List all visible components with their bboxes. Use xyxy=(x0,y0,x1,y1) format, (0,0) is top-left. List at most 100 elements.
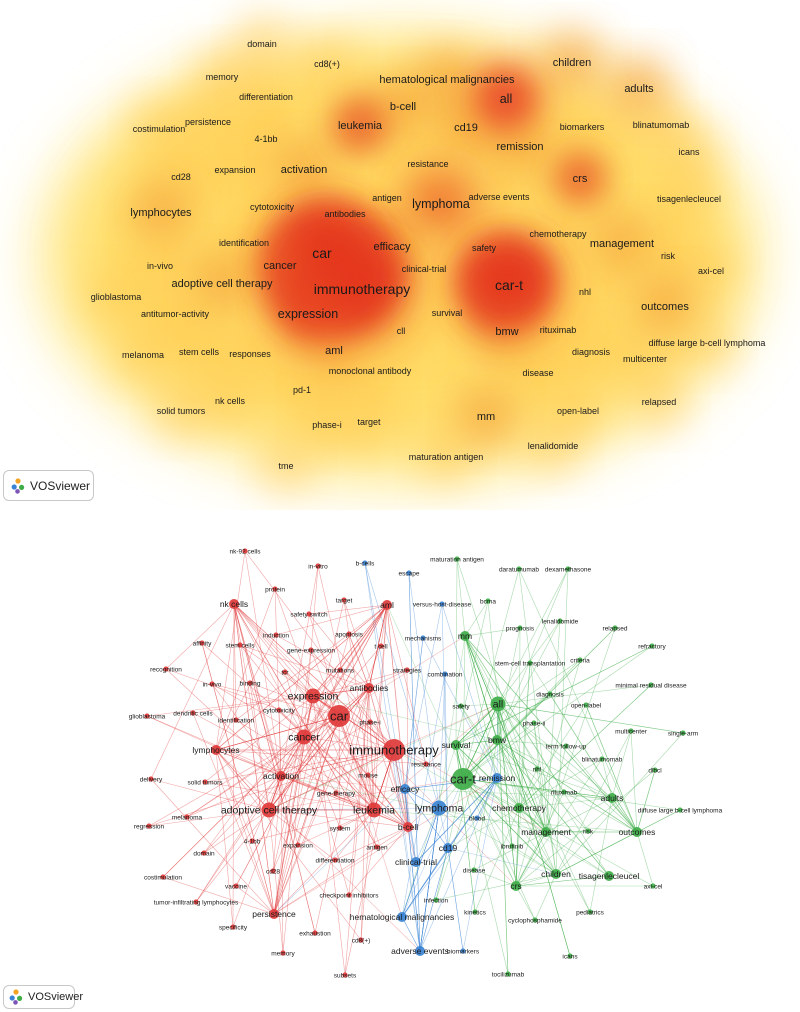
node-antibodies[interactable] xyxy=(364,683,374,693)
term-costimulation[interactable]: costimulation xyxy=(133,124,186,134)
node-gene-therapy[interactable] xyxy=(333,790,339,796)
term-all[interactable]: all xyxy=(500,92,513,106)
node-affinity[interactable] xyxy=(199,640,205,646)
node-icans[interactable] xyxy=(567,953,573,959)
node-delivery[interactable] xyxy=(148,776,154,782)
term-responses[interactable]: responses xyxy=(229,349,271,359)
node-lymphocytes[interactable] xyxy=(211,745,221,755)
node-biomarkers[interactable] xyxy=(460,948,466,954)
term-open-label[interactable]: open-label xyxy=(557,406,599,416)
term-survival[interactable]: survival xyxy=(432,308,463,318)
term-aml[interactable]: aml xyxy=(325,345,343,357)
term-adoptive-cell-therapy[interactable]: adoptive cell therapy xyxy=(172,278,273,290)
node-term-follow-up[interactable] xyxy=(563,743,569,749)
term-glioblastoma[interactable]: glioblastoma xyxy=(91,292,142,302)
term-expansion[interactable]: expansion xyxy=(214,165,255,175)
node-antigen[interactable] xyxy=(374,844,380,850)
term-adults[interactable]: adults xyxy=(624,83,654,95)
term-lymphoma[interactable]: lymphoma xyxy=(412,197,470,211)
node-tumor-infiltrating-lymphocytes[interactable] xyxy=(193,899,199,905)
node-maturation-antigen[interactable] xyxy=(454,556,460,562)
term-blinatumomab[interactable]: blinatumomab xyxy=(633,120,690,130)
term-management[interactable]: management xyxy=(590,238,654,250)
node-subsets[interactable] xyxy=(342,972,348,978)
term-car-t[interactable]: car-t xyxy=(495,277,523,293)
node-differentiation[interactable] xyxy=(332,857,338,863)
term-antitumor-activity[interactable]: antitumor-activity xyxy=(141,309,210,319)
term-melanoma[interactable]: melanoma xyxy=(122,350,164,360)
node-bmw[interactable] xyxy=(492,735,502,745)
node-mm[interactable] xyxy=(460,631,470,641)
node-binding[interactable] xyxy=(247,680,253,686)
term-lymphocytes[interactable]: lymphocytes xyxy=(130,207,192,219)
term-immunotherapy[interactable]: immunotherapy xyxy=(314,281,411,297)
node-in-vivo[interactable] xyxy=(209,681,215,687)
node-leukemia[interactable] xyxy=(366,802,382,818)
term-memory[interactable]: memory xyxy=(206,72,239,82)
node-relapsed[interactable] xyxy=(612,625,618,631)
node-diffuse-large-b-cell-lymphoma[interactable] xyxy=(677,807,683,813)
term-efficacy[interactable]: efficacy xyxy=(373,241,411,253)
term-maturation-antigen[interactable]: maturation antigen xyxy=(409,452,484,462)
term-hematological-malignancies[interactable]: hematological malignancies xyxy=(379,74,515,86)
node-blood[interactable] xyxy=(474,815,480,821)
node-diagnosis[interactable] xyxy=(547,691,553,697)
node-daratumumab[interactable] xyxy=(516,566,522,572)
term-b-cell[interactable]: b-cell xyxy=(390,101,416,113)
term-tme[interactable]: tme xyxy=(278,461,293,471)
term-car[interactable]: car xyxy=(312,245,332,261)
node-expansion[interactable] xyxy=(295,842,301,848)
node-cd19[interactable] xyxy=(443,843,453,853)
term-stem-cells[interactable]: stem cells xyxy=(179,347,220,357)
term-relapsed[interactable]: relapsed xyxy=(642,397,677,407)
node-protein[interactable] xyxy=(272,586,278,592)
term-monoclonal-antibody[interactable]: monoclonal antibody xyxy=(329,366,412,376)
node-clinical-trial[interactable] xyxy=(411,857,421,867)
term-resistance[interactable]: resistance xyxy=(407,159,448,169)
term-risk[interactable]: risk xyxy=(661,251,675,261)
node-prognosis[interactable] xyxy=(517,625,523,631)
node-dendritic-cells[interactable] xyxy=(190,710,196,716)
node-target[interactable] xyxy=(341,597,347,603)
term-expression[interactable]: expression xyxy=(278,307,338,321)
node-mechanisms[interactable] xyxy=(420,635,426,641)
term-biomarkers[interactable]: biomarkers xyxy=(560,122,605,132)
node-b-cells[interactable] xyxy=(362,560,368,566)
node-nk-cells[interactable] xyxy=(229,599,239,609)
node-strategies[interactable] xyxy=(404,667,410,673)
term-axi-cel[interactable]: axi-cel xyxy=(698,266,724,276)
node-costimulation[interactable] xyxy=(160,874,166,880)
term-adverse-events[interactable]: adverse events xyxy=(468,192,530,202)
node-glioblastoma[interactable] xyxy=(144,713,150,719)
term-cd8[interactable]: cd8(+) xyxy=(314,59,340,69)
term-clinical-trial[interactable]: clinical-trial xyxy=(402,264,447,274)
node-efficacy[interactable] xyxy=(400,784,410,794)
term-rituximab[interactable]: rituximab xyxy=(540,325,577,335)
node-management[interactable] xyxy=(541,827,551,837)
term-crs[interactable]: crs xyxy=(573,173,588,185)
term-diffuse-large-b-cell-lymphoma[interactable]: diffuse large b-cell lymphoma xyxy=(649,338,766,348)
node-escape[interactable] xyxy=(406,570,412,576)
node-chemotherapy[interactable] xyxy=(514,803,524,813)
node-stem-cells[interactable] xyxy=(237,642,243,648)
term-diagnosis[interactable]: diagnosis xyxy=(572,347,611,357)
node-disease[interactable] xyxy=(471,867,477,873)
node-bcma[interactable] xyxy=(485,598,491,604)
term-target[interactable]: target xyxy=(357,417,381,427)
node-cyclophosphamide[interactable] xyxy=(532,917,538,923)
term-remission[interactable]: remission xyxy=(496,141,543,153)
term-icans[interactable]: icans xyxy=(678,147,700,157)
term-cancer[interactable]: cancer xyxy=(263,260,296,272)
node-memory[interactable] xyxy=(280,950,286,956)
term-domain[interactable]: domain xyxy=(247,39,277,49)
node-specificity[interactable] xyxy=(230,924,236,930)
term-in-vivo[interactable]: in-vivo xyxy=(147,261,173,271)
vosviewer-badge-b[interactable]: VOSviewer xyxy=(3,985,83,1009)
term-identification[interactable]: identification xyxy=(219,238,269,248)
node-cd28[interactable] xyxy=(270,868,276,874)
node-open-label[interactable] xyxy=(583,702,589,708)
node-car-t[interactable] xyxy=(452,768,474,790)
term-differentiation[interactable]: differentiation xyxy=(239,92,293,102)
term-cll[interactable]: cll xyxy=(397,326,406,336)
node-rituximab[interactable] xyxy=(561,789,567,795)
